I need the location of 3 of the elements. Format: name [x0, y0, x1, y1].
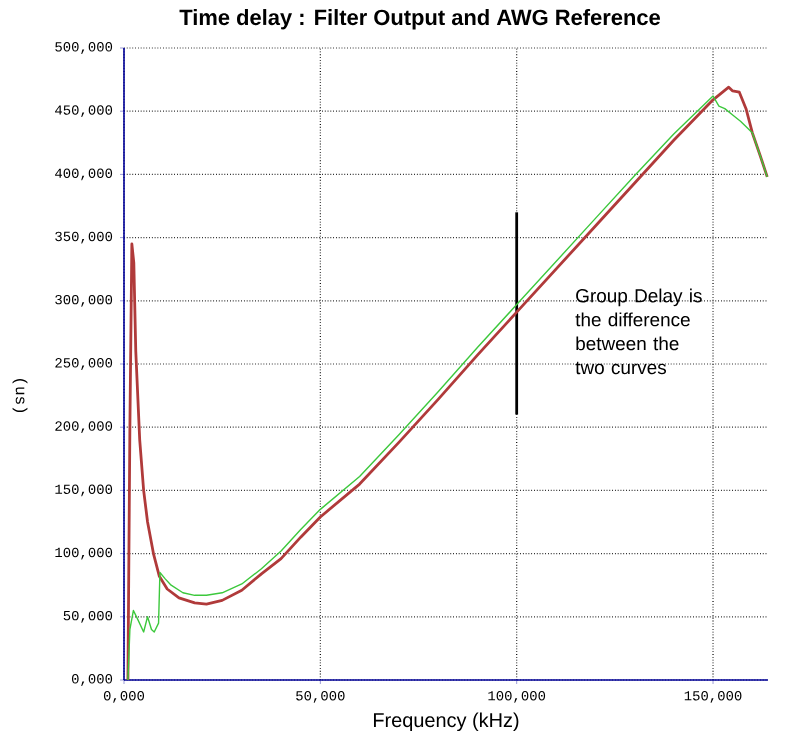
annotation: Group Delay is the difference between the two curves	[575, 288, 702, 375]
chart-title: Time delay : Filter Output and AWG Reference	[179, 9, 660, 30]
x-axis-title: Frequency (kHz)	[373, 712, 519, 732]
